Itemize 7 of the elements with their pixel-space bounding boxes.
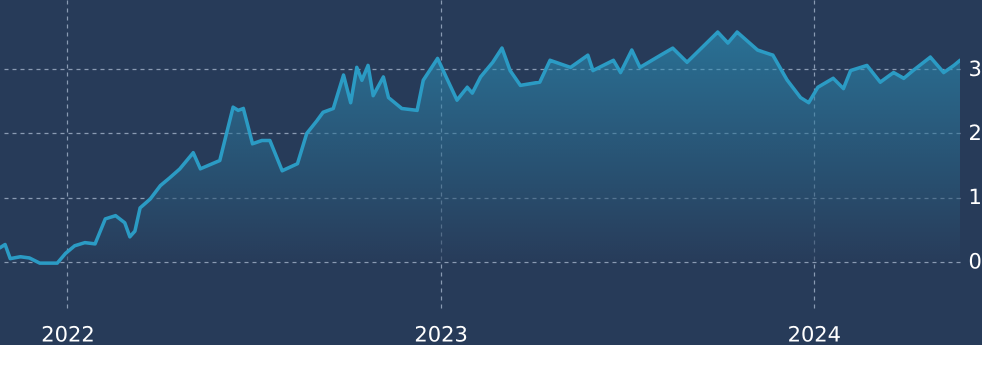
x-tick-label: 2024 [788,322,842,346]
x-tick-label: 2023 [414,322,468,346]
x-tick-label: 2022 [41,322,95,346]
y-tick-label: 2 [968,121,982,145]
y-tick-label: 1 [968,185,982,210]
y-tick-label: 3 [968,56,982,81]
y-tick-label: 0 [968,249,982,274]
